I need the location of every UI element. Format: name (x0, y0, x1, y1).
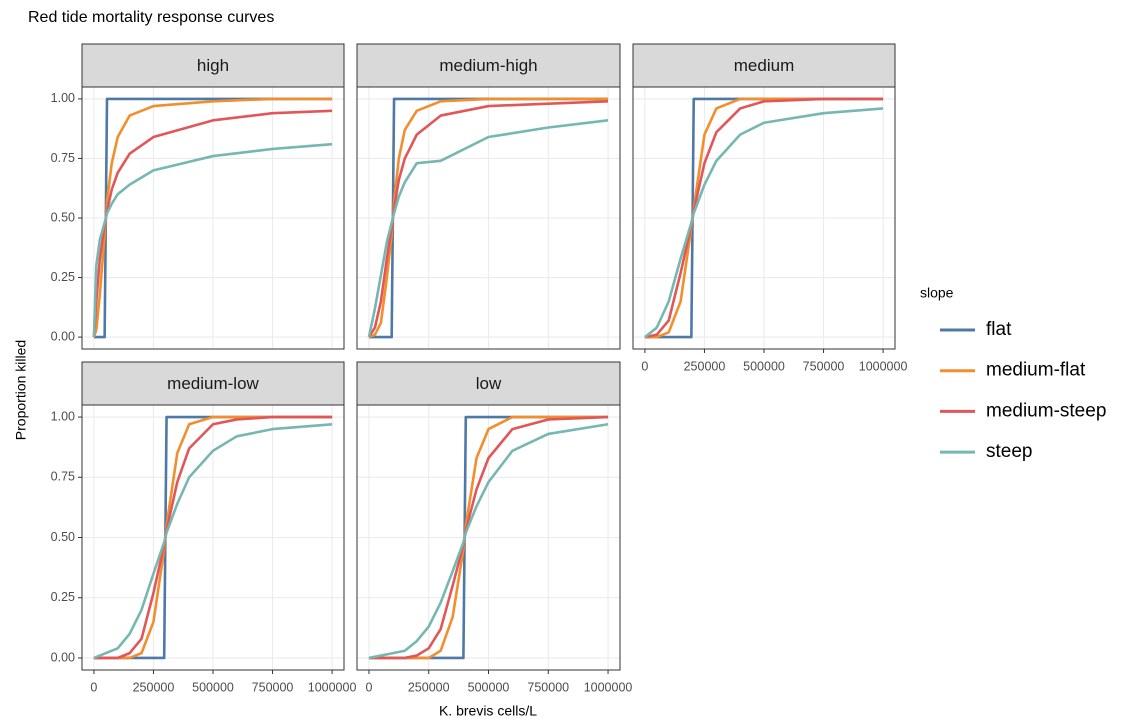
x-tick-label: 750000 (252, 680, 294, 694)
facet-strip (81, 43, 345, 88)
series-line (368, 97, 609, 339)
x-tick-label: 500000 (192, 680, 234, 694)
chart-title: Red tide mortality response curves (28, 9, 274, 26)
y-tick-label: 0.75 (51, 151, 75, 165)
facet-title: medium (734, 56, 794, 75)
legend-title: slope (920, 285, 954, 301)
y-tick-label: 0.25 (51, 270, 75, 284)
x-tick-label: 1000000 (308, 680, 357, 694)
facet-title: high (197, 56, 229, 75)
x-tick-label: 500000 (468, 680, 510, 694)
legend-label: steep (986, 441, 1032, 462)
panel-border (81, 404, 345, 671)
series-line (367, 119, 609, 338)
x-tick-label: 0 (641, 359, 648, 373)
facet-title: medium-low (167, 374, 259, 393)
x-tick-label: 1000000 (584, 680, 633, 694)
x-tick-label: 750000 (527, 680, 569, 694)
facet-title: medium-high (439, 56, 537, 75)
series-line (92, 142, 333, 338)
x-axis-label: K. brevis cells/L (439, 703, 537, 719)
facet-title: low (476, 374, 502, 393)
series-line (644, 107, 884, 339)
panel-border (632, 86, 896, 350)
x-tick-label: 0 (365, 680, 372, 694)
y-tick-label: 1.00 (51, 91, 75, 105)
legend-label: medium-flat (986, 360, 1086, 381)
panel-border (81, 86, 345, 350)
x-tick-label: 0 (90, 680, 97, 694)
x-tick-label: 500000 (743, 359, 785, 373)
facet-strip (356, 43, 621, 88)
series-line (92, 97, 333, 338)
x-tick-label: 250000 (684, 359, 726, 373)
x-tick-label: 250000 (408, 680, 450, 694)
y-tick-label: 0.75 (51, 470, 75, 484)
series-line (93, 97, 333, 339)
x-tick-label: 250000 (133, 680, 175, 694)
panel-border (356, 404, 621, 671)
panel-border (356, 86, 621, 350)
y-tick-label: 0.50 (51, 530, 75, 544)
series-line (92, 109, 333, 338)
y-tick-label: 0.25 (51, 590, 75, 604)
x-tick-label: 1000000 (859, 359, 908, 373)
facet-strip (81, 361, 345, 406)
legend-label: medium-steep (986, 400, 1106, 421)
legend-label: flat (986, 319, 1012, 340)
y-tick-label: 0.00 (51, 329, 75, 343)
y-tick-label: 0.50 (51, 210, 75, 224)
x-tick-label: 750000 (803, 359, 845, 373)
y-tick-label: 0.00 (51, 650, 75, 664)
y-tick-label: 1.00 (51, 409, 75, 423)
series-line (367, 99, 609, 338)
y-axis-label: Proportion killed (13, 340, 29, 440)
facet-strip (632, 43, 896, 88)
series-line (368, 422, 609, 660)
series-line (93, 422, 333, 660)
facet-strip (356, 361, 621, 406)
